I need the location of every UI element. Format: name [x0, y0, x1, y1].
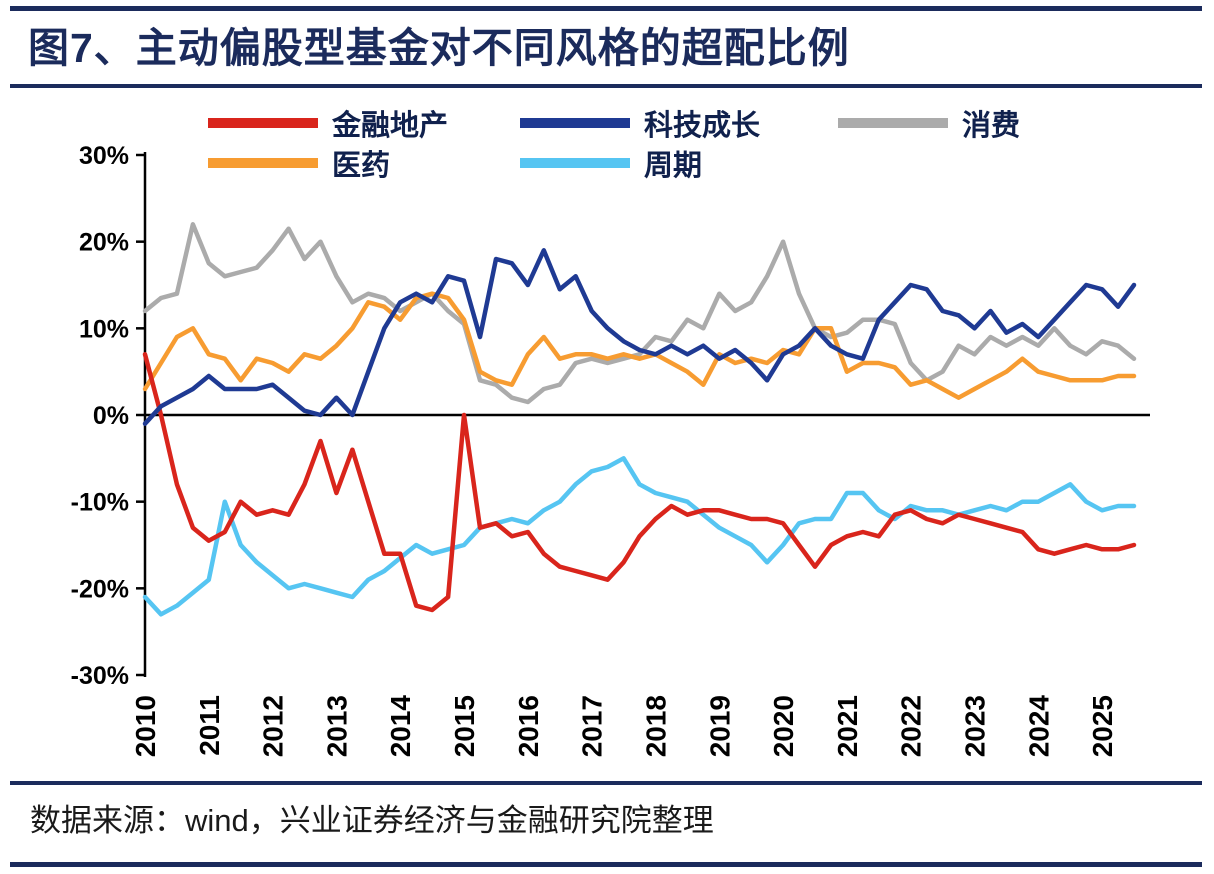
y-tick-label: 0%: [93, 402, 129, 430]
x-tick-label: 2011: [194, 695, 225, 756]
x-tick-label: 2010: [130, 695, 161, 757]
x-tick-label: 2016: [513, 695, 544, 757]
title-divider: [10, 84, 1202, 88]
x-tick-label: 2025: [1087, 695, 1118, 757]
figure-title: 图7、主动偏股型基金对不同风格的超配比例: [28, 25, 850, 71]
top-divider: [10, 6, 1202, 11]
x-tick-label: 2015: [449, 695, 480, 757]
y-tick-label: 10%: [79, 315, 129, 343]
series-line-financial-real-estate: [142, 352, 1137, 613]
y-tick-label: 20%: [79, 229, 129, 257]
y-tick-label: -30%: [71, 662, 129, 690]
chart-footer-divider: [10, 781, 1202, 785]
y-tick-label: -20%: [71, 575, 129, 603]
series-line-consumer: [142, 222, 1137, 405]
x-tick-label: 2021: [832, 695, 863, 757]
series-line-pharma: [142, 291, 1137, 400]
x-tick-label: 2020: [768, 695, 799, 757]
x-tick-label: 2022: [896, 695, 927, 757]
x-tick-label: 2019: [704, 695, 735, 757]
y-tick-label: 30%: [79, 142, 129, 170]
x-tick-label: 2013: [321, 695, 352, 757]
x-tick-label: 2017: [577, 695, 608, 757]
x-tick-label: 2018: [640, 695, 671, 757]
x-tick-label: 2012: [258, 695, 289, 757]
x-tick-label: 2023: [960, 695, 991, 757]
overweight-ratio-line-chart: 30% 20% 10% 0% -10% -20% -30%2010 2011 2012 2013 2…: [71, 142, 1150, 758]
data-source-note: 数据来源：wind，兴业证券经济与金融研究院整理: [30, 803, 714, 838]
bottom-divider: [10, 862, 1202, 867]
x-tick-label: 2024: [1023, 695, 1054, 758]
series-line-cyclical: [142, 456, 1137, 617]
x-tick-label: 2014: [385, 695, 416, 758]
series-line-tech-growth: [142, 248, 1137, 426]
y-tick-label: -10%: [71, 489, 129, 517]
